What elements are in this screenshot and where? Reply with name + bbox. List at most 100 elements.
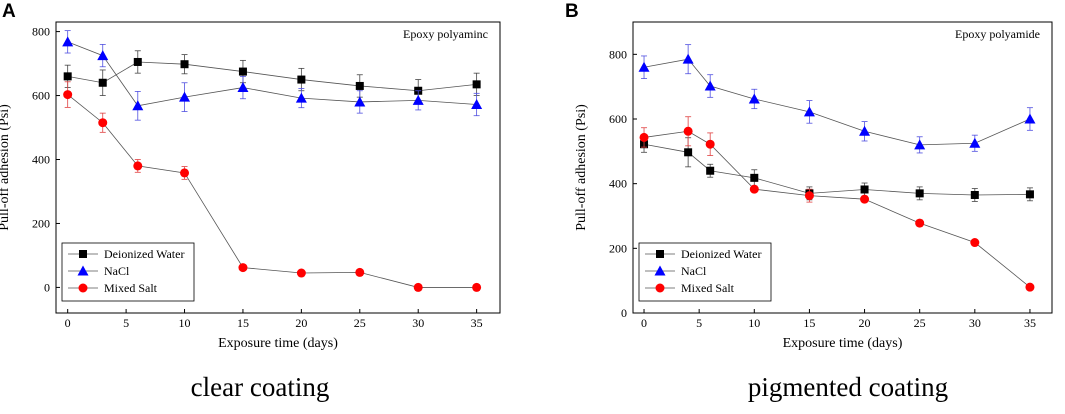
chart-a-series-deionized-water-point	[63, 72, 72, 81]
chart-b-legend-label: Deionized Water	[681, 247, 761, 261]
chart-b-x-tick-label: 25	[914, 316, 926, 330]
chart-a-series-mixed-salt-point	[180, 168, 190, 178]
chart-a-y-tick-label: 600	[32, 89, 50, 103]
chart-a-y-tick-label: 200	[32, 216, 50, 230]
chart-b-series-deionized-water-point	[1025, 190, 1034, 199]
chart-b-series-mixed-salt-point	[1025, 282, 1035, 292]
chart-b-series-nacl-point	[704, 80, 716, 91]
chart-a-y-axis-label: Pull-off adhesion (Psi)	[0, 104, 12, 231]
chart-b-legend-label: Mixed Salt	[681, 281, 735, 295]
chart-a-legend-label: Mixed Salt	[104, 281, 158, 295]
chart-b-x-tick-label: 15	[803, 316, 815, 330]
chart-a-series-mixed-salt-point	[296, 268, 306, 278]
chart-a-series-nacl-point	[237, 82, 249, 93]
chart-a-series-nacl-point	[412, 94, 424, 105]
chart-b-series-nacl-line	[643, 58, 1031, 146]
chart-b-x-tick-label: 20	[859, 316, 871, 330]
chart-b-series-nacl-point	[682, 53, 694, 64]
chart-a-series-nacl-point	[295, 92, 307, 103]
chart-b-y-tick-label: 0	[621, 306, 627, 320]
chart-a-x-tick-label: 25	[354, 316, 366, 330]
chart-a-x-tick-label: 15	[237, 316, 249, 330]
chart-b-x-tick-label: 35	[1024, 316, 1036, 330]
chart-b-series-mixed-salt-point	[860, 194, 870, 204]
chart-a-series-mixed-salt-point	[133, 161, 143, 171]
chart-b-series-nacl-point	[914, 139, 926, 150]
chart-a-series-mixed-salt-point	[63, 90, 73, 100]
chart-a-series-nacl-point	[471, 99, 483, 110]
chart-a-series-mixed-salt-point	[238, 263, 248, 273]
chart-a-series-nacl-point	[132, 100, 144, 111]
chart-a-y-tick-label: 800	[32, 25, 50, 39]
chart-a-legend-marker	[77, 265, 89, 276]
chart-b-legend-marker	[656, 250, 664, 258]
chart-b-x-tick-label: 0	[641, 316, 647, 330]
chart-b-series-nacl-point	[1024, 113, 1036, 124]
chart-a-series-mixed-salt-point	[472, 282, 482, 292]
chart-b-series-deionized-water-point	[750, 173, 759, 182]
chart-a-x-tick-label: 10	[179, 316, 191, 330]
chart-a-series-nacl-point	[354, 96, 366, 107]
chart-a-series-deionized-water-point	[133, 57, 142, 66]
chart-b-legend-marker	[655, 283, 665, 293]
chart-a-x-tick-label: 35	[471, 316, 483, 330]
chart-b-series-mixed-salt-point	[804, 191, 814, 201]
chart-b-series-deionized-water-point	[706, 166, 715, 175]
chart-a-series-nacl-point	[97, 50, 109, 61]
panel-a-label: A	[2, 1, 16, 22]
chart-b-series-deionized-water-point	[860, 185, 869, 194]
chart-b-series-mixed-salt-point	[749, 184, 759, 194]
chart-b-series-mixed-salt-point	[915, 218, 925, 228]
chart-a-plot-frame	[55, 21, 501, 314]
chart-b-series-deionized-water-point	[970, 190, 979, 199]
chart-b-title: Epoxy polyamide	[955, 27, 1040, 41]
chart-b-series-mixed-salt-point	[705, 139, 715, 149]
chart-a-series-deionized-water-point	[238, 67, 247, 76]
chart-b-series-nacl-point	[969, 137, 981, 148]
chart-b-series-mixed-salt-point	[683, 126, 693, 136]
chart-b-series-nacl-point	[859, 125, 871, 136]
chart-b-series-deionized-water-point	[915, 189, 924, 198]
chart-b-series-nacl-point	[803, 106, 815, 117]
chart-b-series-deionized-water-point	[684, 148, 693, 157]
chart-b-y-tick-label: 600	[609, 112, 627, 126]
chart-a-legend-label: Deionized Water	[104, 247, 184, 261]
chart-b-x-tick-label: 30	[969, 316, 981, 330]
chart-b-series-mixed-salt-point	[970, 238, 980, 248]
panel-b-label: B	[565, 1, 579, 22]
chart-b-legend-marker	[654, 265, 666, 276]
chart-a-y-tick-label: 400	[32, 153, 50, 167]
chart-a-x-tick-label: 30	[412, 316, 424, 330]
chart-b-y-tick-label: 800	[609, 47, 627, 61]
chart-a-legend-marker	[79, 250, 87, 258]
chart-b-x-tick-label: 10	[748, 316, 760, 330]
chart-a-x-tick-label: 5	[123, 316, 129, 330]
chart-b-series-mixed-salt-point	[639, 132, 649, 142]
chart-a-series-deionized-water-point	[180, 60, 189, 69]
chart-a-series-deionized-water-point	[472, 80, 481, 89]
chart-a-series-mixed-salt-point	[98, 118, 108, 128]
chart-a-legend-marker	[78, 283, 88, 293]
chart-a-series-deionized-water-point	[98, 78, 107, 87]
chart-a-x-axis-label: Exposure time (days)	[218, 336, 338, 351]
chart-a-series-deionized-water-point	[355, 81, 364, 90]
chart-a-series-nacl-point	[62, 36, 74, 47]
chart-b-series-nacl-point	[638, 61, 650, 72]
chart-b-plot-frame	[632, 21, 1053, 314]
chart-b-legend-label: NaCl	[681, 264, 707, 278]
chart-a-series-deionized-water-point	[297, 75, 306, 84]
chart-b-series-deionized-water-line	[643, 143, 1030, 196]
chart-a-legend-label: NaCl	[104, 264, 130, 278]
chart-a-x-tick-label: 20	[295, 316, 307, 330]
chart-b-y-axis-label: Pull-off adhesion (Psi)	[574, 104, 589, 231]
caption-pigmented-coating: pigmented coating	[747, 372, 949, 402]
chart-a-title: Epoxy polyaminc	[403, 27, 488, 41]
chart-b-x-axis-label: Exposure time (days)	[783, 336, 903, 351]
chart-a-series-mixed-salt-point	[355, 267, 365, 277]
chart-a-x-tick-label: 0	[65, 316, 71, 330]
chart-b-x-tick-label: 5	[696, 316, 702, 330]
chart-a-y-tick-label: 0	[44, 280, 50, 294]
chart-b-y-tick-label: 400	[609, 177, 627, 191]
